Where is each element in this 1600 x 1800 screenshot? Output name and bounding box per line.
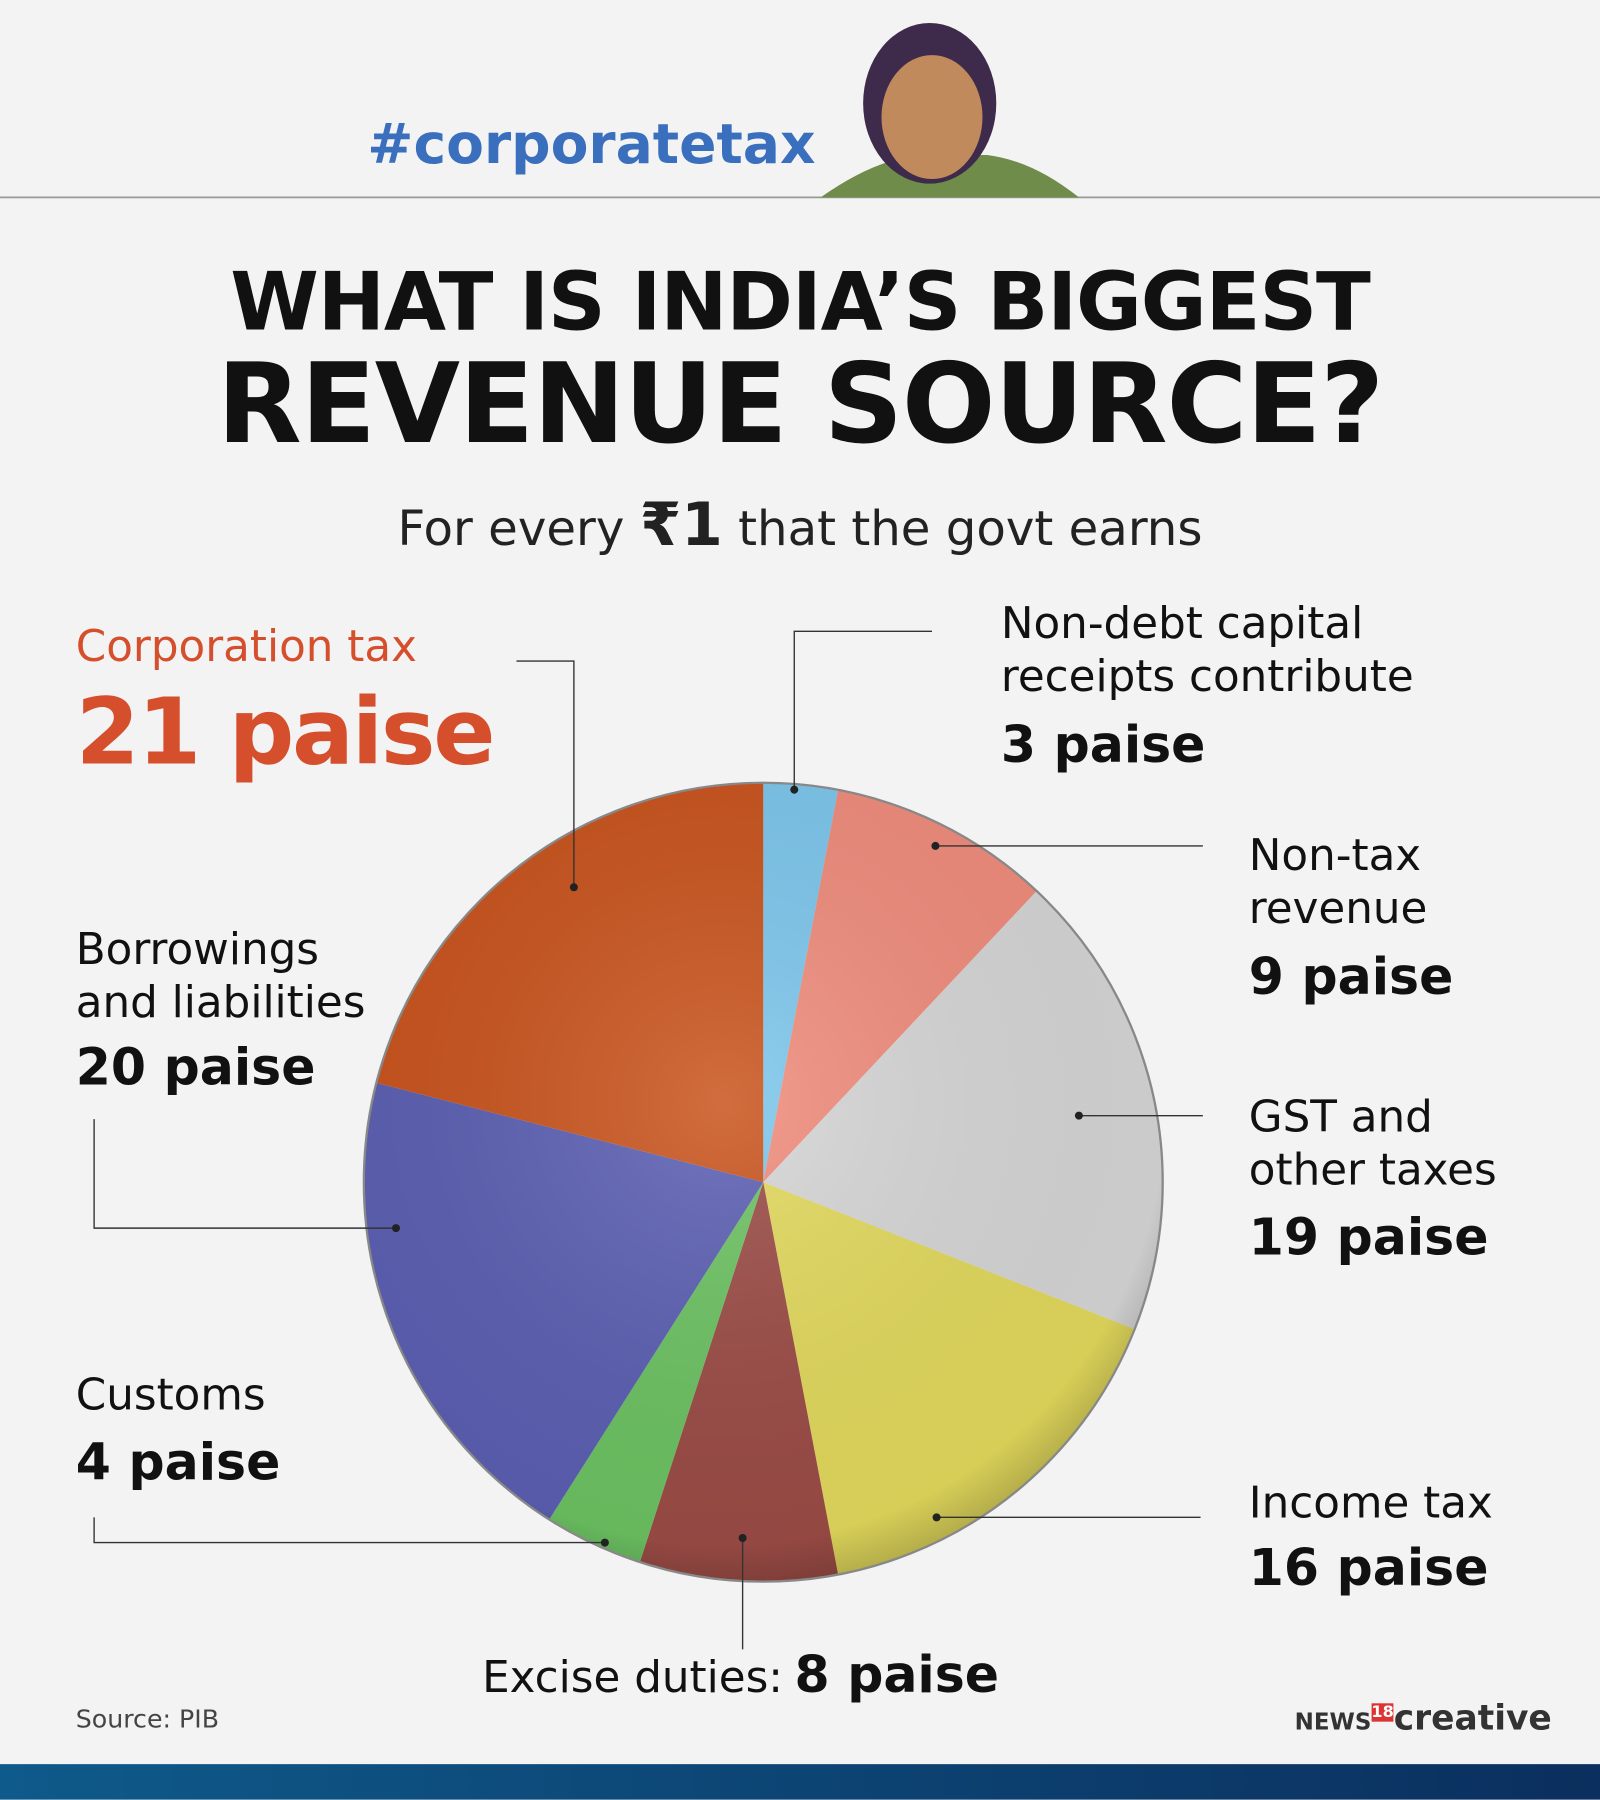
leader-dot: [600, 1538, 609, 1547]
subtitle-text: that the govt earns: [738, 500, 1203, 557]
category-label: Non-tax revenue: [1248, 829, 1428, 934]
subtitle: For every ₹1 that the govt earns: [0, 491, 1600, 560]
leader-dot: [569, 883, 578, 892]
portrait: [820, 22, 1079, 198]
category-label: Excise duties:: [482, 1651, 784, 1703]
leader-dot: [931, 841, 940, 850]
leader-dot: [790, 785, 799, 794]
brand-part: NEWS: [1294, 1707, 1372, 1736]
leader-line: [793, 630, 932, 790]
leader-dot: [738, 1534, 747, 1543]
category-label: Corporation tax: [75, 620, 417, 672]
subtitle-text: For every: [397, 500, 625, 557]
brand-part: 18: [1371, 1703, 1394, 1722]
brand: NEWS18creative: [1295, 1699, 1552, 1739]
value-label: 8 paise: [794, 1645, 1000, 1705]
category-label: Non-debt capital receipts contribute: [1000, 597, 1414, 702]
category-label: GST and other taxes: [1248, 1091, 1497, 1195]
value-label: 20 paise: [75, 1038, 316, 1098]
hashtag: #corporatetax: [367, 112, 816, 177]
title-line: WHAT IS INDIA’S BIGGEST: [230, 254, 1371, 349]
leader-dot: [932, 1513, 941, 1522]
coin-shading: [362, 781, 1164, 1583]
category-label: Customs: [75, 1369, 266, 1420]
value-label: 9 paise: [1248, 948, 1454, 1007]
value-label: 3 paise: [1000, 716, 1206, 775]
value-label: 21 paise: [75, 678, 496, 786]
value-label: 4 paise: [75, 1433, 281, 1493]
leaders: [93, 630, 1203, 1650]
brand-part: creative: [1393, 1698, 1552, 1739]
leader-dot: [391, 1224, 401, 1233]
leader-line: [93, 1119, 396, 1229]
leader-dot: [1074, 1111, 1083, 1120]
leader-line: [516, 660, 575, 888]
source: Source: PIB: [75, 1705, 220, 1735]
value-label: 16 paise: [1248, 1539, 1489, 1598]
title-line: REVENUE SOURCE?: [216, 339, 1384, 469]
category-label: Income tax: [1248, 1477, 1493, 1528]
value-label: 19 paise: [1248, 1208, 1489, 1268]
leader-line: [93, 1517, 605, 1544]
label-group: Excise duties: 8 paise: [482, 1644, 999, 1708]
bottom-band: [0, 1764, 1600, 1800]
subtitle-emphasis: ₹1: [639, 491, 723, 561]
category-label: Borrowings and liabilities: [75, 923, 366, 1028]
